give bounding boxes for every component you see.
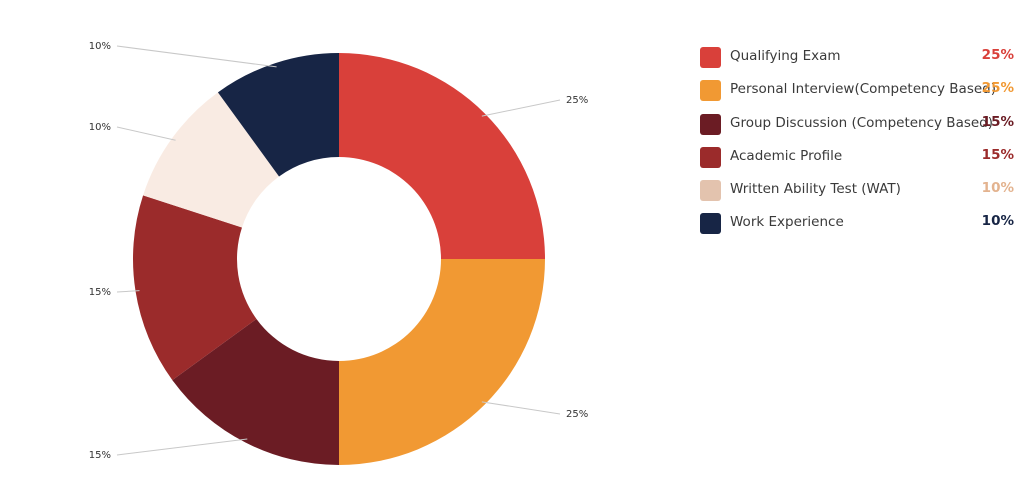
- slice-labels-layer: 25% 25% 15% 15% 10% 10%: [89, 41, 588, 461]
- legend-swatch: [700, 180, 721, 202]
- legend-value: 25%: [981, 47, 1014, 63]
- slice-value-label-1: 25%: [566, 95, 588, 106]
- donut-slice-1[interactable]: [339, 53, 545, 259]
- legend-label: Written Ability Test (WAT): [730, 181, 901, 198]
- slice-value-label-4: 15%: [89, 287, 111, 298]
- legend-item[interactable]: Qualifying Exam 25%: [700, 44, 1018, 77]
- legend-label: Personal Interview(Competency Based): [730, 81, 996, 98]
- legend-item[interactable]: Written Ability Test (WAT) 10%: [700, 177, 1018, 210]
- legend-value: 10%: [981, 180, 1014, 197]
- leader-line-1: [481, 99, 561, 117]
- legend-value: 25%: [981, 80, 1014, 97]
- donut-slice-4[interactable]: [133, 195, 257, 381]
- legend-label: Work Experience: [730, 214, 844, 231]
- legend-label: Academic Profile: [730, 147, 843, 164]
- legend-item[interactable]: Work Experience 10%: [700, 210, 1018, 243]
- legend-swatch: [700, 213, 721, 235]
- legend-label: Group Discussion (Competency Based): [730, 114, 994, 131]
- slice-value-label-5: 10%: [89, 122, 111, 133]
- slice-value-label-2: 25%: [566, 409, 588, 420]
- leader-lines-layer: [116, 45, 561, 456]
- leader-line-6: [116, 45, 277, 68]
- legend-value: 15%: [981, 113, 1014, 130]
- legend-swatch: [700, 113, 721, 135]
- legend-item[interactable]: Academic Profile 15%: [700, 144, 1018, 177]
- legend-swatch: [700, 47, 721, 68]
- legend-value: 15%: [981, 146, 1014, 163]
- legend-label: Qualifying Exam: [730, 48, 841, 64]
- legend-item[interactable]: Personal Interview(Competency Based) 25%: [700, 77, 1018, 110]
- legend-item[interactable]: Group Discussion (Competency Based) 15%: [700, 111, 1018, 144]
- legend-swatch: [700, 80, 721, 102]
- donut-slice-6[interactable]: [217, 53, 339, 177]
- legend-value: 10%: [981, 213, 1014, 230]
- leader-line-3: [116, 438, 248, 456]
- legend-swatch: [700, 146, 721, 168]
- leader-line-5: [116, 126, 176, 141]
- donut-slice-3[interactable]: [172, 318, 339, 465]
- slice-value-label-6: 10%: [89, 41, 111, 52]
- leader-line-2: [481, 401, 561, 415]
- slice-value-label-3: 15%: [89, 450, 111, 461]
- donut-slice-5[interactable]: [143, 92, 280, 228]
- chart-legend: Qualifying Exam 25% Personal Interview(Com…: [700, 44, 1018, 244]
- leader-line-4: [116, 290, 140, 293]
- donut-slice-2[interactable]: [339, 259, 545, 465]
- slices-layer: [133, 53, 545, 465]
